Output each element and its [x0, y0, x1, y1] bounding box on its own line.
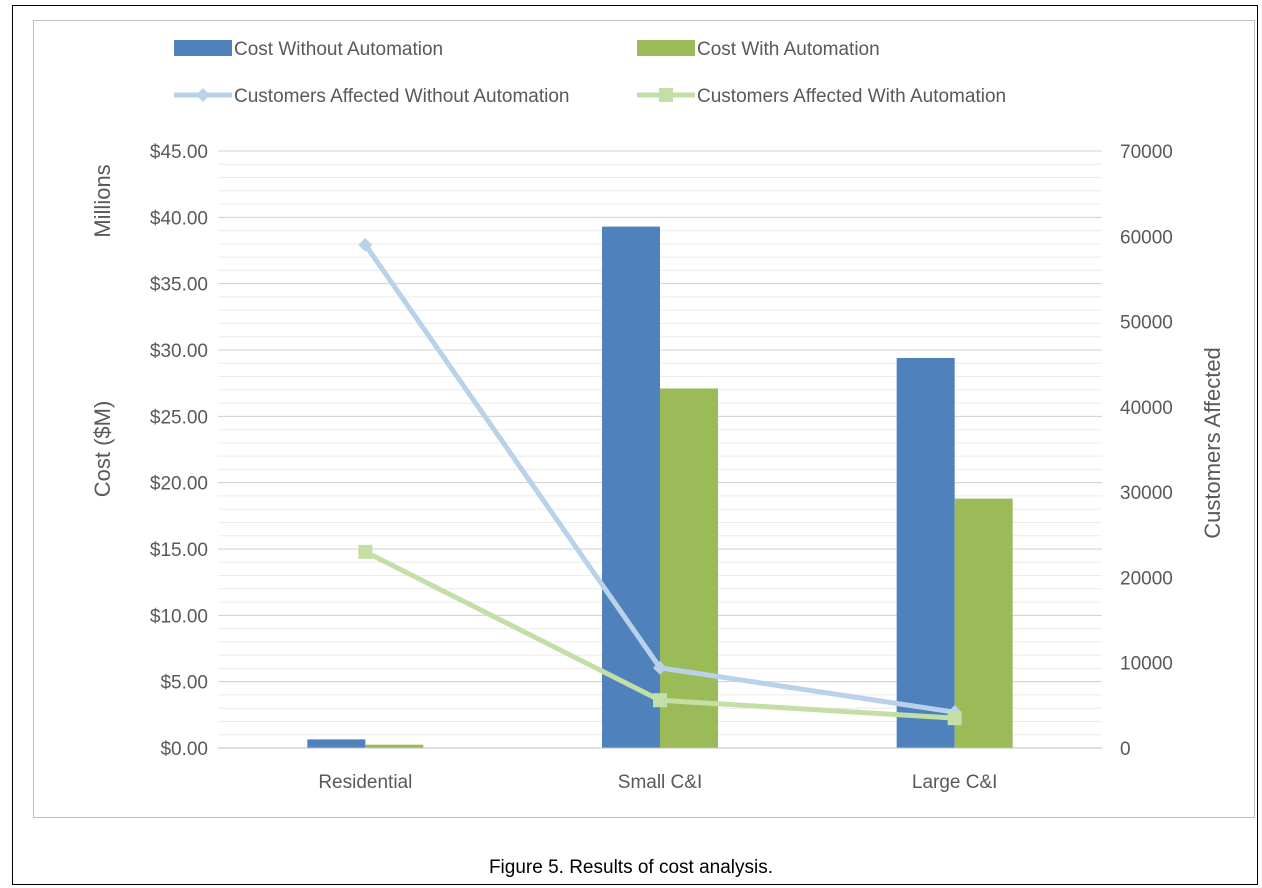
bars [307, 226, 1013, 748]
bar-cost-with-automation [365, 744, 424, 748]
y-left-tick-label: $15.00 [150, 540, 208, 561]
point-customers-affected-with-automation [947, 711, 962, 726]
axes: $0.00 $5.00 $10.00 $15.00 $20.00 $25.00 $30.00… [90, 142, 1225, 793]
y-left-tick-label: $10.00 [150, 606, 208, 627]
y-left-tick-label: $40.00 [150, 208, 208, 229]
point-customers-affected-without-automation [358, 237, 373, 252]
y-right-tick-label: 60000 [1120, 227, 1173, 248]
chart-area-border [33, 20, 1255, 818]
y-left-axis-title: Cost ($M) [90, 401, 115, 498]
y-right-tick-label: 30000 [1120, 483, 1173, 504]
bar-cost-with-automation [954, 498, 1013, 748]
y-right-tick-label: 0 [1120, 739, 1131, 760]
y-left-tick-label: $20.00 [150, 474, 208, 495]
bar-cost-without-automation [602, 226, 660, 748]
y-left-tick-label: $30.00 [150, 341, 208, 362]
y-right-tick-label: 20000 [1120, 568, 1173, 589]
y-left-tick-label: $35.00 [150, 275, 208, 296]
y-right-tick-label: 50000 [1120, 313, 1173, 334]
legend-cost-with-automation-swatch [637, 40, 695, 56]
legend-customers-affected-without-automation-marker [196, 88, 210, 102]
legend-cost-without-automation-swatch [174, 40, 232, 56]
legend-customers-affected-with-automation-label: Customers Affected With Automation [697, 86, 1006, 107]
legend-customers-affected-without-automation-label: Customers Affected Without Automation [234, 86, 570, 107]
y-right-tick-label: 40000 [1120, 398, 1173, 419]
y-right-axis-title: Customers Affected [1200, 347, 1225, 539]
y-right-tick-label: 70000 [1120, 142, 1173, 163]
x-tick-label: Residential [318, 772, 412, 793]
legend-customers-affected-with-automation-marker [659, 88, 673, 102]
y-left-tick-label: $5.00 [160, 673, 208, 694]
y-left-units-label: Millions [90, 164, 115, 237]
y-left-tick-label: $0.00 [160, 739, 208, 760]
figure-caption: Figure 5. Results of cost analysis. [488, 857, 774, 878]
legend-cost-with-automation-label: Cost With Automation [697, 39, 880, 60]
y-left-tick-label: $25.00 [150, 407, 208, 428]
legend-cost-without-automation-label: Cost Without Automation [234, 39, 443, 60]
x-tick-label: Large C&I [912, 772, 998, 793]
bar-cost-without-automation [307, 739, 366, 748]
figure-frame [12, 5, 1258, 885]
bar-cost-with-automation [660, 388, 718, 748]
y-left-tick-label: $45.00 [150, 142, 208, 163]
legend: Cost Without Automation Cost With Automat… [174, 39, 1006, 107]
x-tick-label: Small C&I [618, 772, 702, 793]
y-right-tick-label: 10000 [1120, 654, 1173, 675]
bar-cost-without-automation [896, 357, 955, 748]
point-customers-affected-with-automation [358, 544, 373, 559]
point-customers-affected-with-automation [653, 693, 667, 708]
lines [358, 237, 962, 726]
point-customers-affected-without-automation [653, 660, 667, 675]
